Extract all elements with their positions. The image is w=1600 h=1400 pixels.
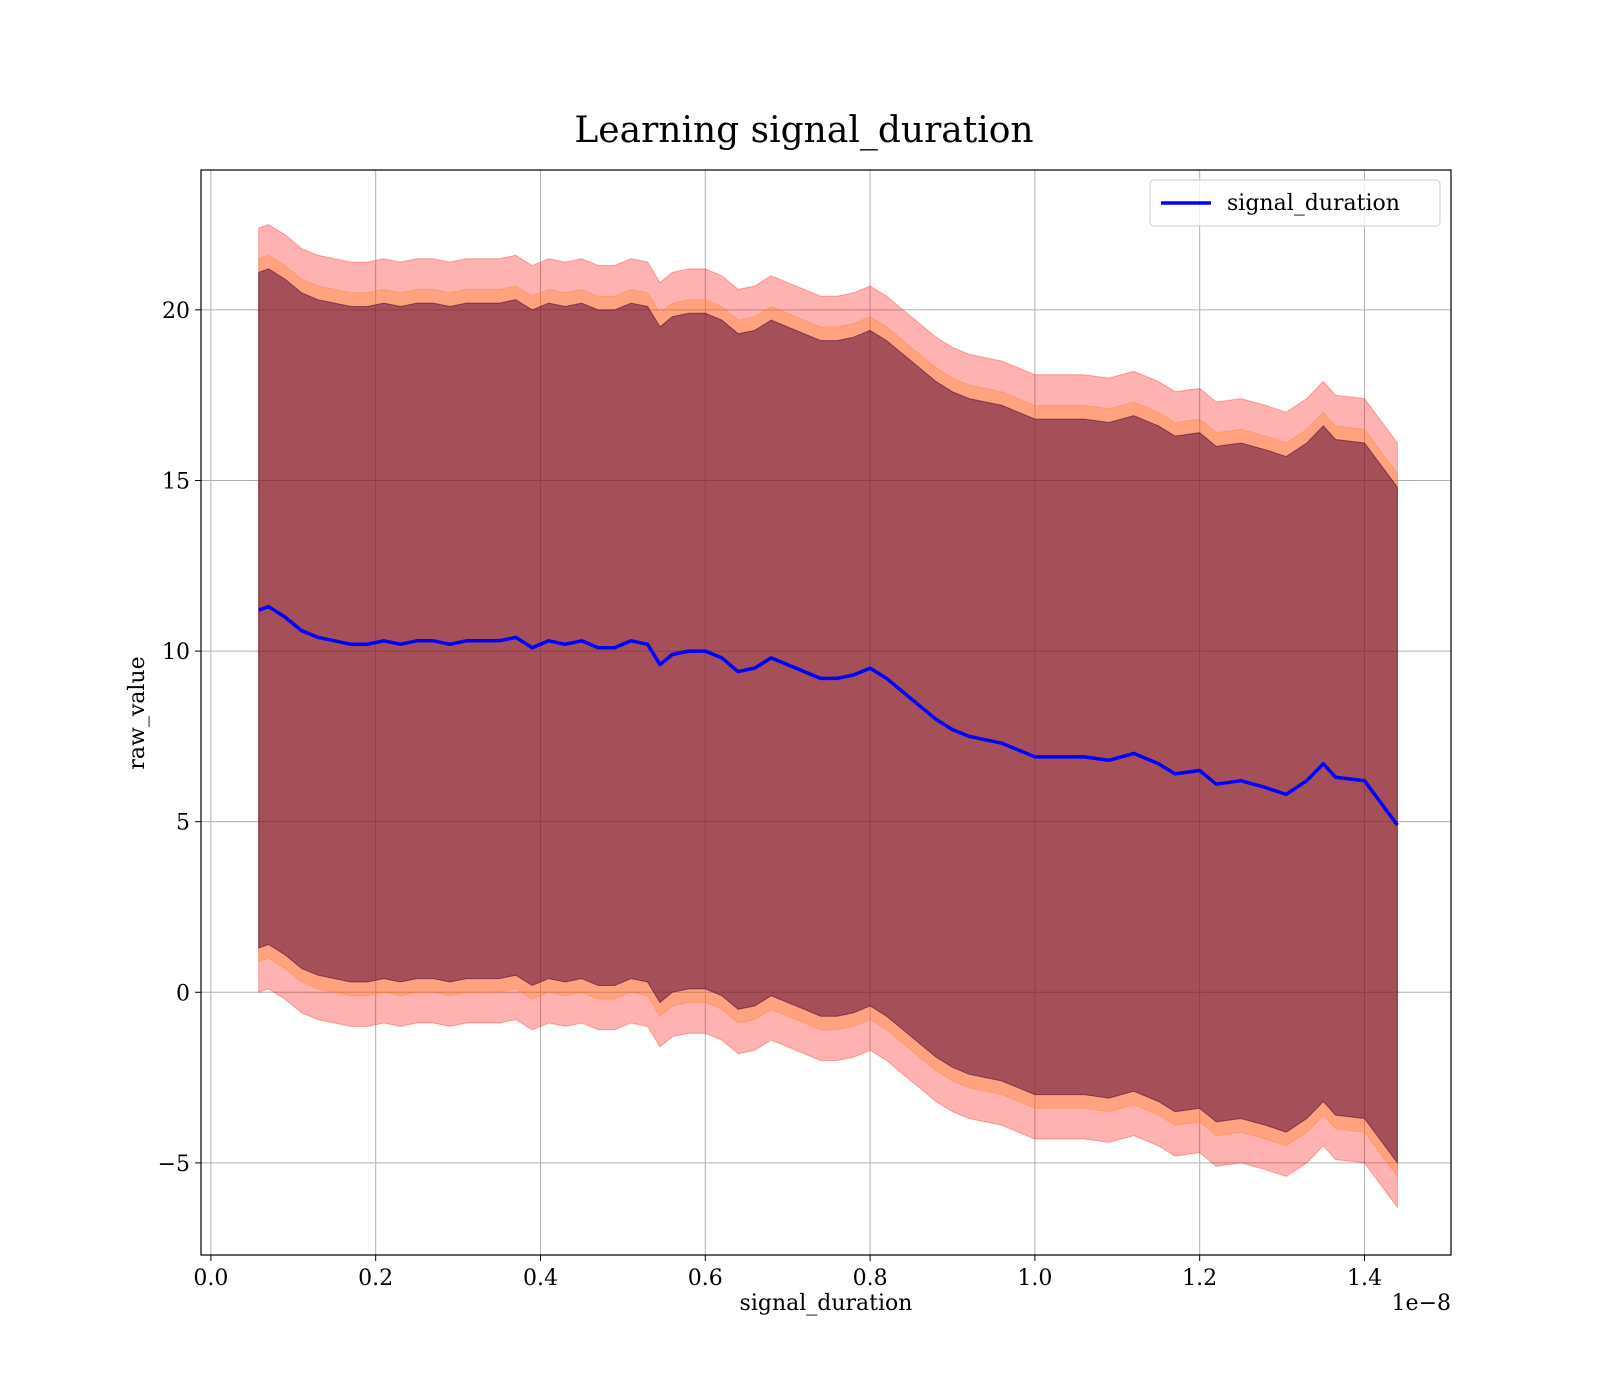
confidence-band-0	[258, 224, 1398, 1209]
x-axis-ticks: 0.0 0.2 0.4 0.6 0.8 1.0 1.2 1.4	[193, 1255, 1382, 1291]
y-axis-ticks: −5 0 5 10 15 20	[158, 299, 201, 1177]
series-line-0	[258, 604, 1399, 827]
y-tick-label: 20	[162, 299, 190, 324]
confidence-band-3	[258, 268, 1398, 1165]
x-tick-label: 1.2	[1182, 1266, 1217, 1291]
y-tick-label: 10	[162, 640, 190, 665]
x-axis-label: signal_duration	[740, 1291, 913, 1316]
y-tick-label: 15	[162, 469, 190, 494]
chart-title: Learning signal_duration	[574, 110, 1033, 151]
confidence-bands	[258, 224, 1398, 1209]
x-tick-label: 0.4	[523, 1266, 558, 1291]
series-lines	[258, 604, 1399, 827]
x-tick-label: 1.4	[1347, 1266, 1382, 1291]
y-axis-label: raw_value	[125, 656, 150, 769]
x-tick-label: 0.6	[688, 1266, 723, 1291]
x-tick-label: 0.0	[193, 1266, 228, 1291]
confidence-band-1	[258, 254, 1398, 1179]
confidence-band-2	[258, 268, 1398, 1165]
y-tick-label: 0	[176, 981, 190, 1006]
grid	[201, 170, 1451, 1255]
x-tick-label: 0.8	[853, 1266, 888, 1291]
y-tick-label: −5	[158, 1152, 190, 1177]
legend-entry-signal-duration: signal_duration	[1227, 191, 1400, 216]
legend: signal_duration	[1149, 179, 1441, 227]
x-tick-label: 0.2	[358, 1266, 393, 1291]
y-tick-label: 5	[176, 811, 190, 836]
x-tick-label: 1.0	[1017, 1266, 1052, 1291]
x-axis-offset-label: 1e−8	[1392, 1291, 1451, 1316]
legend-box	[1149, 179, 1441, 227]
plot-area-frame	[200, 169, 1452, 1256]
